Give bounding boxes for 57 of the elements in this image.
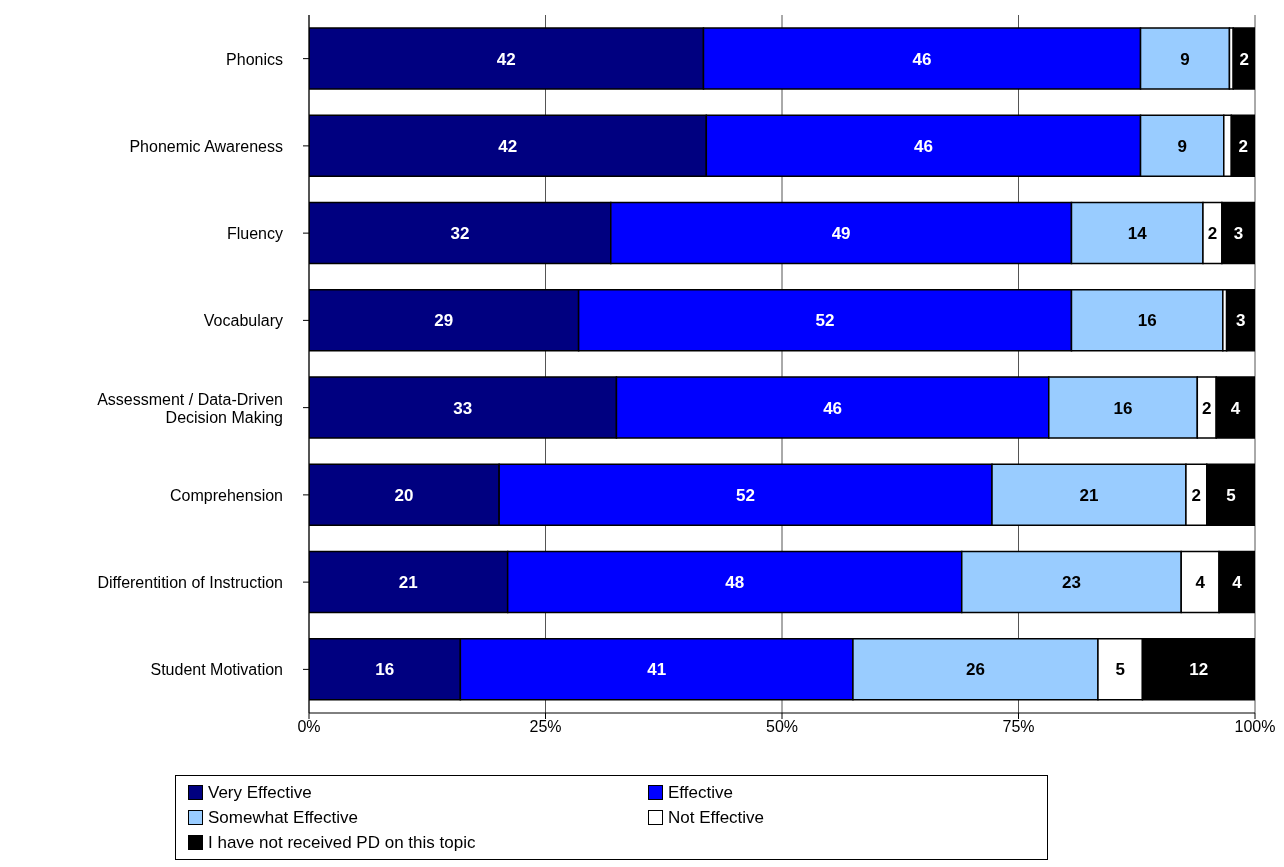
x-tick-label: 25% (529, 718, 562, 736)
data-label: 21 (1079, 485, 1099, 505)
data-label: 2 (1207, 224, 1218, 244)
legend-label: Somewhat Effective (208, 807, 358, 829)
data-label: 26 (966, 660, 985, 680)
x-tick-label: 100% (1234, 718, 1276, 736)
y-tick-label: Student Motivation (150, 661, 283, 679)
data-label: 2 (1202, 398, 1212, 418)
data-label: 3 (1233, 224, 1244, 244)
data-label: 32 (450, 224, 470, 244)
bar (1232, 27, 1255, 90)
y-tick-label: Differentition of Instruction (97, 574, 283, 592)
data-label: 2 (1239, 49, 1249, 69)
data-label: 48 (725, 573, 745, 593)
x-tick-label: 0% (297, 718, 321, 736)
data-label: 9 (1177, 136, 1187, 156)
legend-label: Not Effective (668, 807, 765, 829)
x-tick-label: 75% (1002, 718, 1035, 736)
data-label: 21 (398, 573, 418, 593)
legend-label: I have not received PD on this topic (208, 832, 476, 854)
data-label: 42 (498, 136, 518, 156)
data-label: 23 (1062, 573, 1081, 593)
data-label: 9 (1180, 49, 1190, 69)
data-label: 4 (1230, 398, 1241, 418)
data-label: 46 (913, 136, 933, 156)
data-label: 12 (1189, 660, 1209, 680)
data-label: 4 (1232, 573, 1243, 593)
data-label: 5 (1115, 660, 1125, 680)
data-label: 46 (823, 398, 843, 418)
data-label: 16 (1113, 398, 1133, 418)
data-label: 20 (394, 485, 414, 505)
data-label: 14 (1127, 224, 1148, 244)
data-label: 46 (912, 49, 932, 69)
x-tick-label: 50% (765, 718, 799, 736)
data-label: 41 (647, 660, 667, 680)
data-label: 16 (375, 660, 395, 680)
data-label: 42 (496, 49, 516, 69)
data-label: 4 (1195, 573, 1206, 593)
y-tick-label: Phonics (226, 50, 283, 68)
data-label: 2 (1191, 485, 1202, 505)
data-label: 52 (815, 311, 835, 331)
data-label: 33 (453, 398, 473, 418)
y-tick-label: Assessment / Data-Driven Decision Making (97, 390, 283, 426)
bar (1225, 289, 1255, 352)
data-label: 16 (1137, 311, 1157, 331)
data-label: 52 (736, 485, 756, 505)
data-label: 3 (1236, 311, 1246, 331)
legend-label: Effective (668, 782, 733, 804)
y-tick-label: Comprehension (170, 486, 283, 504)
data-label: 49 (831, 224, 851, 244)
y-tick-label: Vocabulary (203, 312, 283, 330)
data-label: 5 (1226, 485, 1236, 505)
y-tick-label: Phonemic Awareness (129, 137, 283, 155)
legend-label: Very Effective (208, 782, 312, 804)
data-label: 2 (1238, 136, 1248, 156)
data-label: 29 (434, 311, 454, 331)
y-tick-label: Fluency (226, 225, 283, 243)
